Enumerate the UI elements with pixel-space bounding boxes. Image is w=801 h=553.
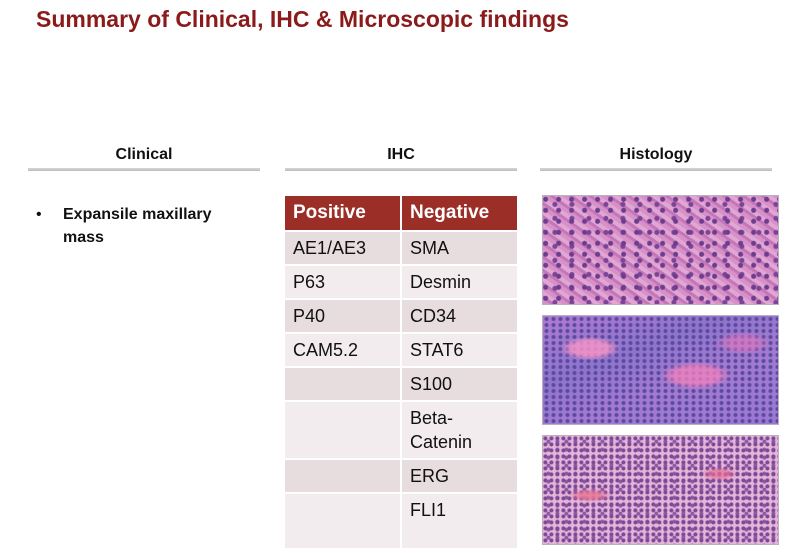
- ihc-table: Positive Negative AE1/AE3 SMA P63 Desmin…: [285, 196, 517, 548]
- negative-cell: ERG: [401, 458, 517, 493]
- positive-cell: CAM5.2: [285, 332, 402, 367]
- table-row: AE1/AE3 SMA: [285, 230, 517, 265]
- table-row: ERG: [285, 458, 517, 493]
- positive-header: Positive: [285, 196, 402, 231]
- slide-title: Summary of Clinical, IHC & Microscopic f…: [36, 6, 569, 32]
- positive-cell: P63: [285, 264, 402, 299]
- negative-cell: SMA: [401, 230, 517, 265]
- table-row: Beta-Catenin: [285, 400, 517, 459]
- table-row: FLI1: [285, 492, 517, 548]
- histology-column-header: Histology: [619, 146, 693, 163]
- ihc-column-divider: [285, 168, 517, 171]
- clinical-finding-item: • Expansile maxillary mass: [36, 203, 256, 249]
- negative-cell-text: Beta-Catenin: [410, 408, 473, 452]
- negative-header: Negative: [401, 196, 517, 231]
- bullet-icon: •: [36, 206, 42, 223]
- positive-cell: [285, 400, 402, 459]
- positive-cell: AE1/AE3: [285, 230, 402, 265]
- positive-cell: [285, 458, 402, 493]
- clinical-column-divider: [28, 168, 260, 171]
- ihc-table-header-row: Positive Negative: [285, 196, 517, 231]
- histology-image-2: [542, 315, 779, 425]
- ihc-column-header: IHC: [387, 146, 415, 163]
- negative-cell: STAT6: [401, 332, 517, 367]
- clinical-column-header: Clinical: [115, 146, 173, 163]
- histology-column-divider: [540, 168, 772, 171]
- positive-cell: [285, 366, 402, 401]
- positive-cell: [285, 492, 402, 548]
- histology-image-3: [542, 435, 779, 545]
- negative-cell: S100: [401, 366, 517, 401]
- negative-cell: Beta-Catenin: [401, 400, 517, 459]
- histology-image-1: [542, 195, 779, 305]
- table-row: CAM5.2 STAT6: [285, 332, 517, 367]
- negative-cell: FLI1: [401, 492, 517, 548]
- table-row: P40 CD34: [285, 298, 517, 333]
- clinical-finding-text: Expansile maxillary mass: [63, 206, 212, 246]
- table-row: S100: [285, 366, 517, 401]
- table-row: P63 Desmin: [285, 264, 517, 299]
- negative-cell: CD34: [401, 298, 517, 333]
- positive-cell: P40: [285, 298, 402, 333]
- negative-cell: Desmin: [401, 264, 517, 299]
